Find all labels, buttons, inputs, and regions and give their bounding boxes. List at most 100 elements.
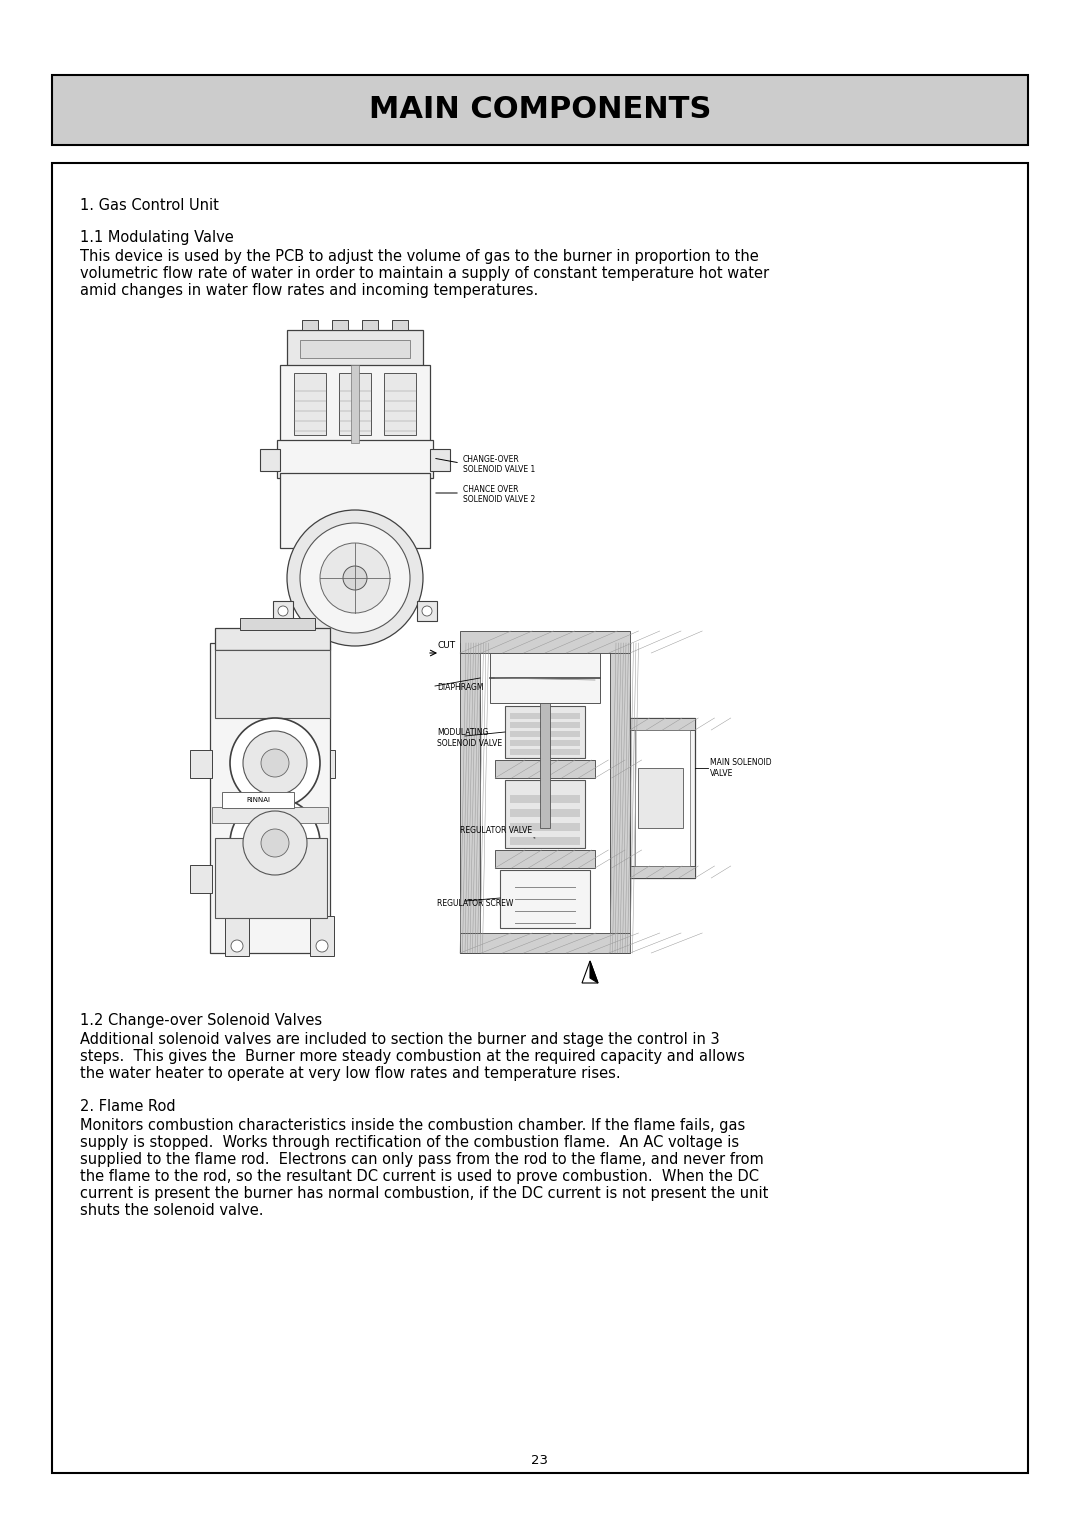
Circle shape [230,798,320,888]
Bar [635,730,690,866]
Bar [430,449,450,471]
Text: supply is stopped.  Works through rectification of the combustion flame.  An AC : supply is stopped. Works through rectifi… [80,1135,739,1151]
Bar [510,714,580,720]
Text: Additional solenoid valves are included to section the burner and stage the cont: Additional solenoid valves are included … [80,1031,719,1047]
Bar [460,631,630,652]
Text: SOLENOID VALVE 2: SOLENOID VALVE 2 [463,495,536,504]
Bar [495,759,595,778]
Text: 1.2 Change-over Solenoid Valves: 1.2 Change-over Solenoid Valves [80,1013,322,1028]
Bar [310,915,334,957]
Circle shape [261,830,289,857]
Bar [351,365,359,443]
Circle shape [261,749,289,778]
Bar [294,373,326,435]
Bar [630,718,696,730]
Text: SOLENOID VALVE 1: SOLENOID VALVE 1 [463,466,536,475]
Bar [510,749,580,755]
Text: 1. Gas Control Unit: 1. Gas Control Unit [80,199,219,212]
Bar [332,319,348,330]
Bar [276,440,433,478]
Bar [240,617,315,630]
Text: 23: 23 [531,1453,549,1467]
Polygon shape [590,961,598,983]
Bar [630,866,696,879]
Circle shape [230,718,320,808]
Bar [480,652,610,934]
Bar [510,795,580,804]
Text: CUT: CUT [437,642,455,649]
Text: supplied to the flame rod.  Electrons can only pass from the rod to the flame, a: supplied to the flame rod. Electrons can… [80,1152,764,1167]
Bar [52,75,1028,145]
Bar [460,643,480,953]
Bar [339,373,372,435]
Bar [384,373,416,435]
Bar [510,740,580,746]
Bar [505,706,585,758]
Bar [510,723,580,727]
Bar [215,628,330,649]
Bar [460,934,630,953]
Text: DIAPHRAGM: DIAPHRAGM [437,683,484,692]
Bar [500,869,590,927]
Bar [540,703,550,828]
Bar [225,915,249,957]
Bar [417,601,437,620]
Bar [630,718,696,879]
Bar [495,850,595,868]
Text: volumetric flow rate of water in order to maintain a supply of constant temperat: volumetric flow rate of water in order t… [80,266,769,281]
Bar [215,649,330,718]
Text: steps.  This gives the  Burner more steady combustion at the required capacity a: steps. This gives the Burner more steady… [80,1050,745,1063]
Circle shape [231,940,243,952]
Bar [260,449,280,471]
Circle shape [243,811,307,876]
Text: shuts the solenoid valve.: shuts the solenoid valve. [80,1203,264,1218]
Circle shape [300,523,410,633]
Bar [280,474,430,549]
Bar [330,750,335,778]
Circle shape [278,607,288,616]
Text: MAIN SOLENOID
VALVE: MAIN SOLENOID VALVE [710,758,771,778]
Text: 1.1 Modulating Valve: 1.1 Modulating Valve [80,231,233,244]
Bar [300,341,410,358]
Bar [510,824,580,831]
Bar [190,750,212,778]
Bar [510,808,580,817]
Bar [510,837,580,845]
Text: RINNAI: RINNAI [246,798,270,804]
Bar [190,865,212,892]
Text: Monitors combustion characteristics inside the combustion chamber. If the flame : Monitors combustion characteristics insi… [80,1118,745,1132]
Circle shape [243,730,307,795]
Bar [362,319,378,330]
Text: MAIN COMPONENTS: MAIN COMPONENTS [368,95,712,124]
Circle shape [343,565,367,590]
Text: CHANGE-OVER: CHANGE-OVER [463,455,519,465]
Text: amid changes in water flow rates and incoming temperatures.: amid changes in water flow rates and inc… [80,283,538,298]
Bar [52,163,1028,1473]
Text: the flame to the rod, so the resultant DC current is used to prove combustion.  : the flame to the rod, so the resultant D… [80,1169,759,1184]
Bar [302,319,318,330]
Text: This device is used by the PCB to adjust the volume of gas to the burner in prop: This device is used by the PCB to adjust… [80,249,759,264]
Circle shape [422,607,432,616]
Text: REGULATOR SCREW: REGULATOR SCREW [437,898,513,908]
Bar [610,643,630,953]
Text: 2. Flame Rod: 2. Flame Rod [80,1099,176,1114]
Circle shape [320,542,390,613]
Bar [210,643,330,953]
Polygon shape [582,961,598,983]
Bar [287,330,423,368]
Bar [510,730,580,736]
Text: CHANCE OVER: CHANCE OVER [463,486,518,495]
Bar [273,601,293,620]
Text: current is present the burner has normal combustion, if the DC current is not pr: current is present the burner has normal… [80,1186,768,1201]
Bar [280,365,430,443]
Text: MODULATING
SOLENOID VALVE: MODULATING SOLENOID VALVE [437,729,502,747]
Circle shape [316,940,328,952]
Bar [392,319,408,330]
Bar [505,779,585,848]
Bar [222,792,294,808]
Text: the water heater to operate at very low flow rates and temperature rises.: the water heater to operate at very low … [80,1067,621,1080]
Bar [212,807,328,824]
Bar [215,837,327,918]
Bar [638,769,683,828]
Circle shape [287,510,423,646]
